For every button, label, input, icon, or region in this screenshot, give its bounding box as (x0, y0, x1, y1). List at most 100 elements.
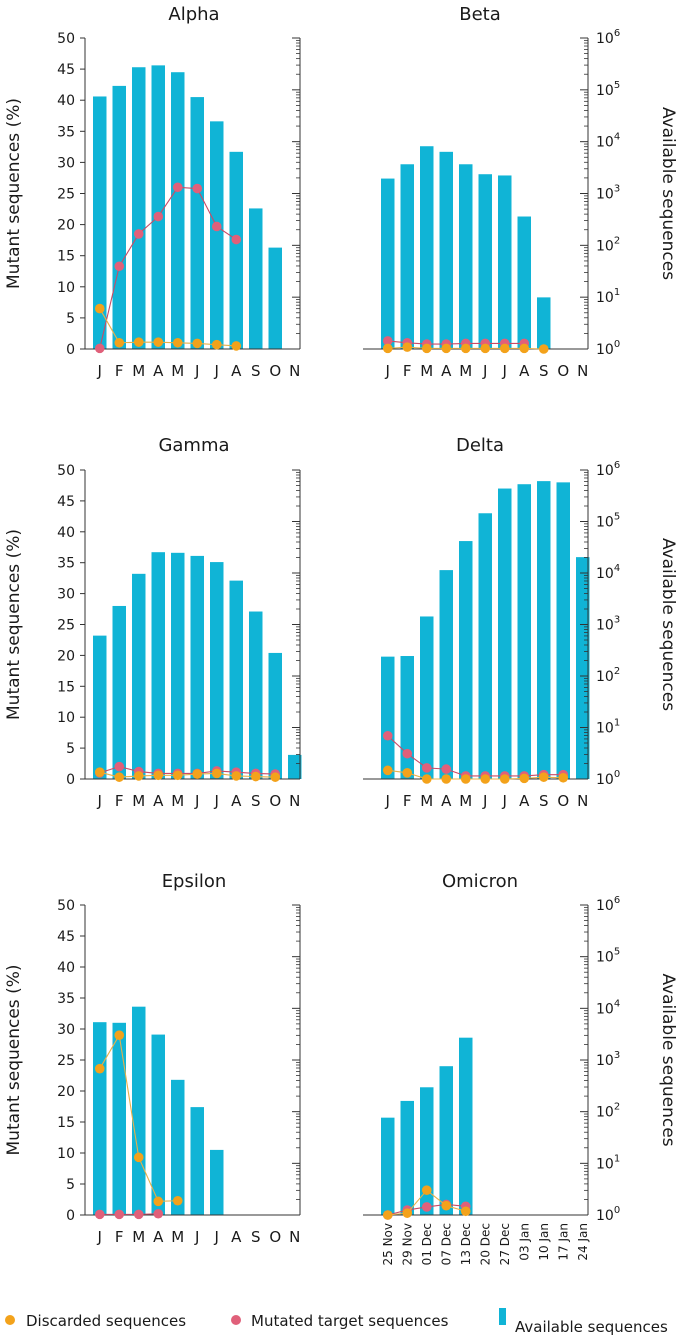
discarded-point (558, 772, 569, 783)
left-tick-label: 20 (57, 1084, 75, 1100)
left-tick-label: 0 (66, 772, 75, 788)
discarded-point (153, 337, 164, 347)
x-tick-label: N (289, 792, 300, 810)
discarded-point (460, 343, 471, 354)
bar-available (288, 754, 302, 779)
bar-available (210, 1149, 224, 1215)
right-tick-label: 104 (596, 563, 620, 582)
x-tick-label: M (171, 362, 184, 380)
x-tick-label: 13 Dec (459, 1223, 473, 1265)
x-tick-label: J (502, 362, 507, 380)
right-tick-label: 103 (596, 184, 620, 203)
left-tick-label: 35 (57, 991, 75, 1007)
x-tick-label: F (115, 792, 124, 810)
x-tick-label: M (420, 792, 433, 810)
discarded-point (441, 1200, 452, 1211)
x-tick-label: O (557, 792, 569, 810)
mutated-point (153, 1208, 164, 1219)
right-tick-label: 101 (596, 718, 620, 737)
bar-available (400, 656, 414, 779)
mutated-point (94, 1209, 105, 1220)
bar-available (210, 121, 224, 350)
x-tick-label: F (115, 1228, 124, 1246)
mutated-point (153, 211, 164, 222)
mutated-point (441, 764, 452, 774)
x-tick-label: N (289, 1228, 300, 1246)
bar-available (171, 1079, 185, 1215)
right-tick-label: 100 (596, 1205, 620, 1224)
bar-available (268, 652, 282, 779)
x-tick-label: M (459, 362, 472, 380)
right-tick-label: 104 (596, 998, 620, 1017)
right-tick-label: 103 (596, 1050, 620, 1069)
discarded-point (382, 343, 393, 354)
discarded-point (211, 768, 222, 779)
left-tick-label: 45 (57, 62, 75, 78)
left-tick-label: 5 (66, 311, 75, 327)
x-tick-label: 25 Nov (381, 1223, 395, 1266)
x-tick-label: 10 Jan (537, 1223, 551, 1261)
discarded-point (421, 774, 432, 784)
x-tick-label: J (385, 792, 390, 810)
bar-available (537, 297, 551, 349)
x-tick-label: J (97, 792, 102, 810)
left-axis-title: Mutant sequences (%) (4, 529, 24, 720)
left-tick-label: 30 (57, 587, 75, 603)
x-tick-label: 01 Dec (420, 1223, 434, 1265)
x-tick-label: M (132, 792, 145, 810)
left-tick-label: 50 (57, 898, 75, 914)
x-tick-label: O (557, 362, 569, 380)
right-tick-label: 102 (596, 235, 620, 254)
bar-available (439, 1066, 453, 1215)
left-tick-label: 45 (57, 494, 75, 510)
bar-available (93, 1022, 107, 1215)
bar-available (112, 85, 126, 350)
x-tick-label: J (194, 362, 199, 380)
x-tick-label: A (441, 792, 452, 810)
left-tick-label: 35 (57, 124, 75, 140)
discarded-point (421, 1185, 432, 1195)
mutated-point (133, 1209, 144, 1220)
mutated-point (133, 229, 144, 239)
discarded-point (172, 770, 183, 781)
discarded-point (382, 765, 393, 776)
legend-discarded-label: Discarded sequences (26, 1312, 186, 1330)
mutated-line (387, 735, 564, 777)
discarded-point (153, 1196, 164, 1207)
bar-available (190, 97, 204, 349)
right-tick-label: 106 (596, 28, 620, 47)
x-tick-label: 29 Nov (400, 1223, 414, 1266)
mutated-point (94, 343, 105, 354)
x-tick-label: J (214, 792, 219, 810)
x-tick-label: S (251, 792, 261, 810)
left-tick-label: 20 (57, 648, 75, 664)
left-tick-label: 20 (57, 218, 75, 234)
left-tick-label: 45 (57, 929, 75, 945)
x-tick-label: 20 Dec (478, 1223, 492, 1265)
bar-available (439, 570, 453, 779)
panel-title: Delta (456, 435, 504, 456)
left-tick-label: 0 (66, 1208, 75, 1224)
bar-available (171, 552, 185, 779)
discarded-point (499, 343, 510, 354)
mutated-point (402, 748, 413, 759)
x-tick-label: 27 Dec (498, 1223, 512, 1265)
x-tick-label: M (171, 1228, 184, 1246)
discarded-point (231, 341, 242, 351)
discarded-point (480, 343, 491, 354)
x-tick-label: O (269, 362, 281, 380)
panel-title: Omicron (442, 871, 518, 892)
left-tick-label: 40 (57, 960, 75, 976)
left-tick-label: 15 (57, 249, 75, 265)
mutated-point (192, 183, 203, 194)
discarded-point (460, 774, 471, 784)
x-tick-label: N (577, 362, 588, 380)
discarded-point (94, 303, 105, 314)
x-tick-label: 07 Dec (439, 1223, 453, 1265)
right-tick-label: 101 (596, 1153, 620, 1172)
left-tick-label: 30 (57, 1022, 75, 1038)
